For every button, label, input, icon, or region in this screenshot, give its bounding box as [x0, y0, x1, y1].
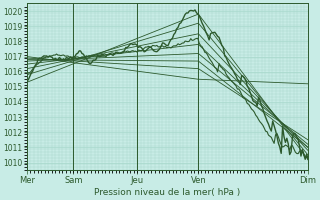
X-axis label: Pression niveau de la mer( hPa ): Pression niveau de la mer( hPa ): [94, 188, 241, 197]
